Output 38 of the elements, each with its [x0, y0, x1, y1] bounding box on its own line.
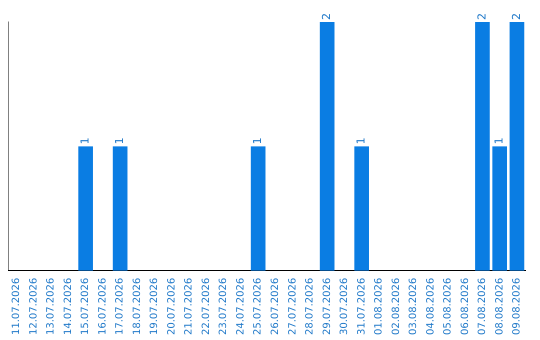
x-tick-label: 23.07.2026 [218, 278, 230, 336]
x-tick-label: 02.08.2026 [390, 278, 402, 336]
x-tick-label: 21.07.2026 [184, 278, 195, 336]
x-tick-label: 19.07.2026 [149, 278, 160, 336]
data-label: 2 [320, 13, 334, 20]
data-label: 1 [354, 137, 368, 144]
x-tick-label: 04.08.2026 [425, 278, 436, 336]
x-tick-label: 07.08.2026 [477, 278, 488, 336]
x-tick-label: 27.07.2026 [287, 278, 298, 336]
x-tick-label: 25.07.2026 [252, 278, 264, 336]
data-label: 1 [78, 137, 92, 144]
data-label: 1 [492, 137, 506, 144]
x-tick-label: 29.07.2026 [322, 278, 333, 336]
data-label: 2 [510, 13, 523, 20]
x-tick-label: 30.07.2026 [339, 278, 350, 336]
x-tick-label: 18.07.2026 [132, 278, 143, 336]
x-tick-label: 24.07.2026 [235, 278, 246, 336]
x-tick-label: 09.08.2026 [512, 278, 523, 336]
x-tick-label: 31.07.2026 [356, 278, 368, 336]
x-tick-label: 20.07.2026 [166, 278, 178, 336]
x-tick-label: 17.07.2026 [114, 278, 126, 336]
x-tick-label: 03.08.2026 [408, 278, 420, 336]
x-tick-label: 26.07.2026 [270, 278, 281, 336]
x-tick-label: 28.07.2026 [304, 278, 316, 336]
x-tick-label: 06.08.2026 [460, 278, 471, 336]
x-tick-label: 22.07.2026 [200, 278, 212, 336]
x-tick-label: 14.07.2026 [62, 278, 74, 336]
data-label: 2 [475, 13, 488, 20]
x-tick-label: 12.07.2026 [28, 278, 40, 336]
x-tick-label: 15.07.2026 [80, 278, 92, 336]
x-tick-label: 16.07.2026 [97, 278, 108, 336]
x-tick-label: 08.08.2026 [494, 278, 506, 336]
x-tick-label: 13.07.2026 [46, 278, 57, 336]
x-tick-label: 11.07.2026 [11, 278, 22, 336]
x-tick-label: 05.08.2026 [442, 278, 454, 336]
data-label: 1 [251, 137, 264, 144]
data-label: 1 [112, 137, 126, 144]
x-tick-label: 01.08.2026 [374, 278, 385, 336]
